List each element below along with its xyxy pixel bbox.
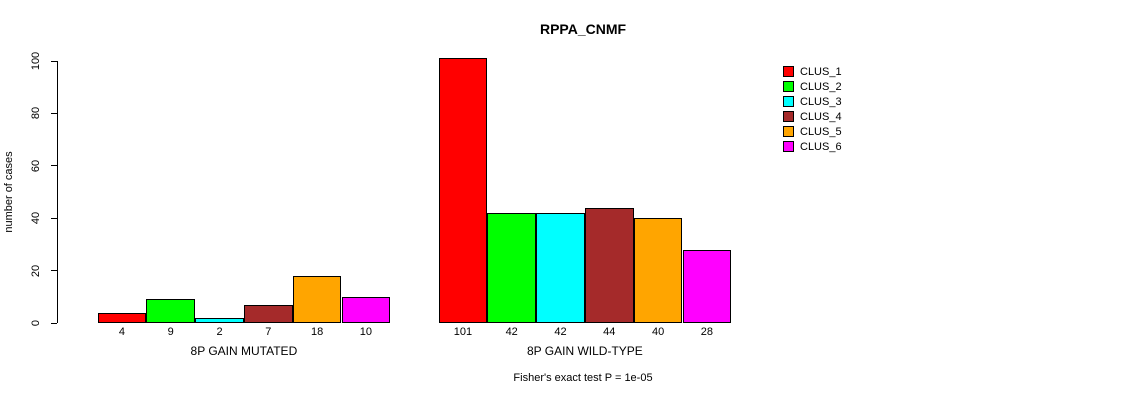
y-tick-label: 80 — [30, 107, 42, 120]
y-tick-mark — [51, 217, 57, 219]
bar-clus_2 — [487, 212, 537, 323]
stat-annotation: Fisher's exact test P = 1e-05 — [513, 372, 653, 384]
bar-value-label: 2 — [216, 326, 223, 338]
y-tick-mark — [51, 112, 57, 114]
bar-clus_1 — [438, 58, 488, 323]
legend-item-clus_1: CLUS_1 — [783, 64, 842, 79]
bar-value-label: 28 — [700, 326, 714, 338]
legend-label: CLUS_3 — [800, 95, 842, 108]
y-tick-label: 40 — [30, 212, 42, 225]
legend-label: CLUS_6 — [800, 140, 842, 153]
bar-clus_5 — [633, 218, 683, 323]
legend-swatch-icon — [783, 141, 794, 152]
chart-title: RPPA_CNMF — [539, 21, 627, 37]
y-tick-label: 20 — [30, 264, 42, 277]
y-tick-mark — [51, 270, 57, 272]
bar-value-label: 42 — [554, 326, 567, 338]
legend-item-clus_6: CLUS_6 — [783, 139, 842, 154]
bar-value-label: 42 — [505, 326, 518, 338]
y-tick-label: 0 — [30, 319, 42, 327]
bar-value-label: 101 — [453, 326, 473, 338]
x-group-label: 8P GAIN WILD-TYPE — [526, 344, 643, 358]
legend-swatch-icon — [783, 111, 794, 122]
bar-clus_6 — [341, 296, 391, 323]
legend-item-clus_2: CLUS_2 — [783, 79, 842, 94]
bar-clus_4 — [243, 304, 293, 323]
bar-value-label: 40 — [651, 326, 665, 338]
y-axis — [57, 61, 58, 323]
legend-label: CLUS_2 — [800, 80, 842, 93]
bar-value-label: 18 — [310, 326, 324, 338]
bar-clus_4 — [584, 207, 634, 323]
legend-label: CLUS_1 — [800, 65, 842, 78]
legend-label: CLUS_4 — [800, 110, 842, 123]
bar-clus_2 — [146, 299, 196, 323]
bar-value-label: 10 — [359, 326, 373, 338]
legend-item-clus_3: CLUS_3 — [783, 94, 842, 109]
legend-item-clus_5: CLUS_5 — [783, 124, 842, 139]
bar-value-label: 9 — [167, 326, 174, 338]
x-group-label: 8P GAIN MUTATED — [190, 344, 298, 358]
y-tick-mark — [51, 165, 57, 167]
legend-swatch-icon — [783, 81, 794, 92]
bar-value-label: 4 — [118, 326, 125, 338]
bar-value-label: 44 — [603, 326, 616, 338]
legend-swatch-icon — [783, 96, 794, 107]
bar-clus_1 — [97, 312, 147, 323]
y-tick-label: 60 — [30, 159, 42, 172]
legend-swatch-icon — [783, 126, 794, 137]
bar-clus_6 — [682, 249, 732, 323]
legend-swatch-icon — [783, 66, 794, 77]
y-tick-mark — [51, 322, 57, 324]
y-axis-label: number of cases — [3, 151, 15, 233]
bar-value-label: 7 — [265, 326, 272, 338]
bar-clus_3 — [195, 317, 244, 323]
legend-label: CLUS_5 — [800, 125, 842, 138]
bar-clus_3 — [536, 212, 585, 323]
legend-item-clus_4: CLUS_4 — [783, 109, 842, 124]
bar-clus_5 — [292, 275, 342, 323]
y-tick-mark — [51, 60, 57, 62]
y-tick-label: 100 — [30, 51, 42, 71]
